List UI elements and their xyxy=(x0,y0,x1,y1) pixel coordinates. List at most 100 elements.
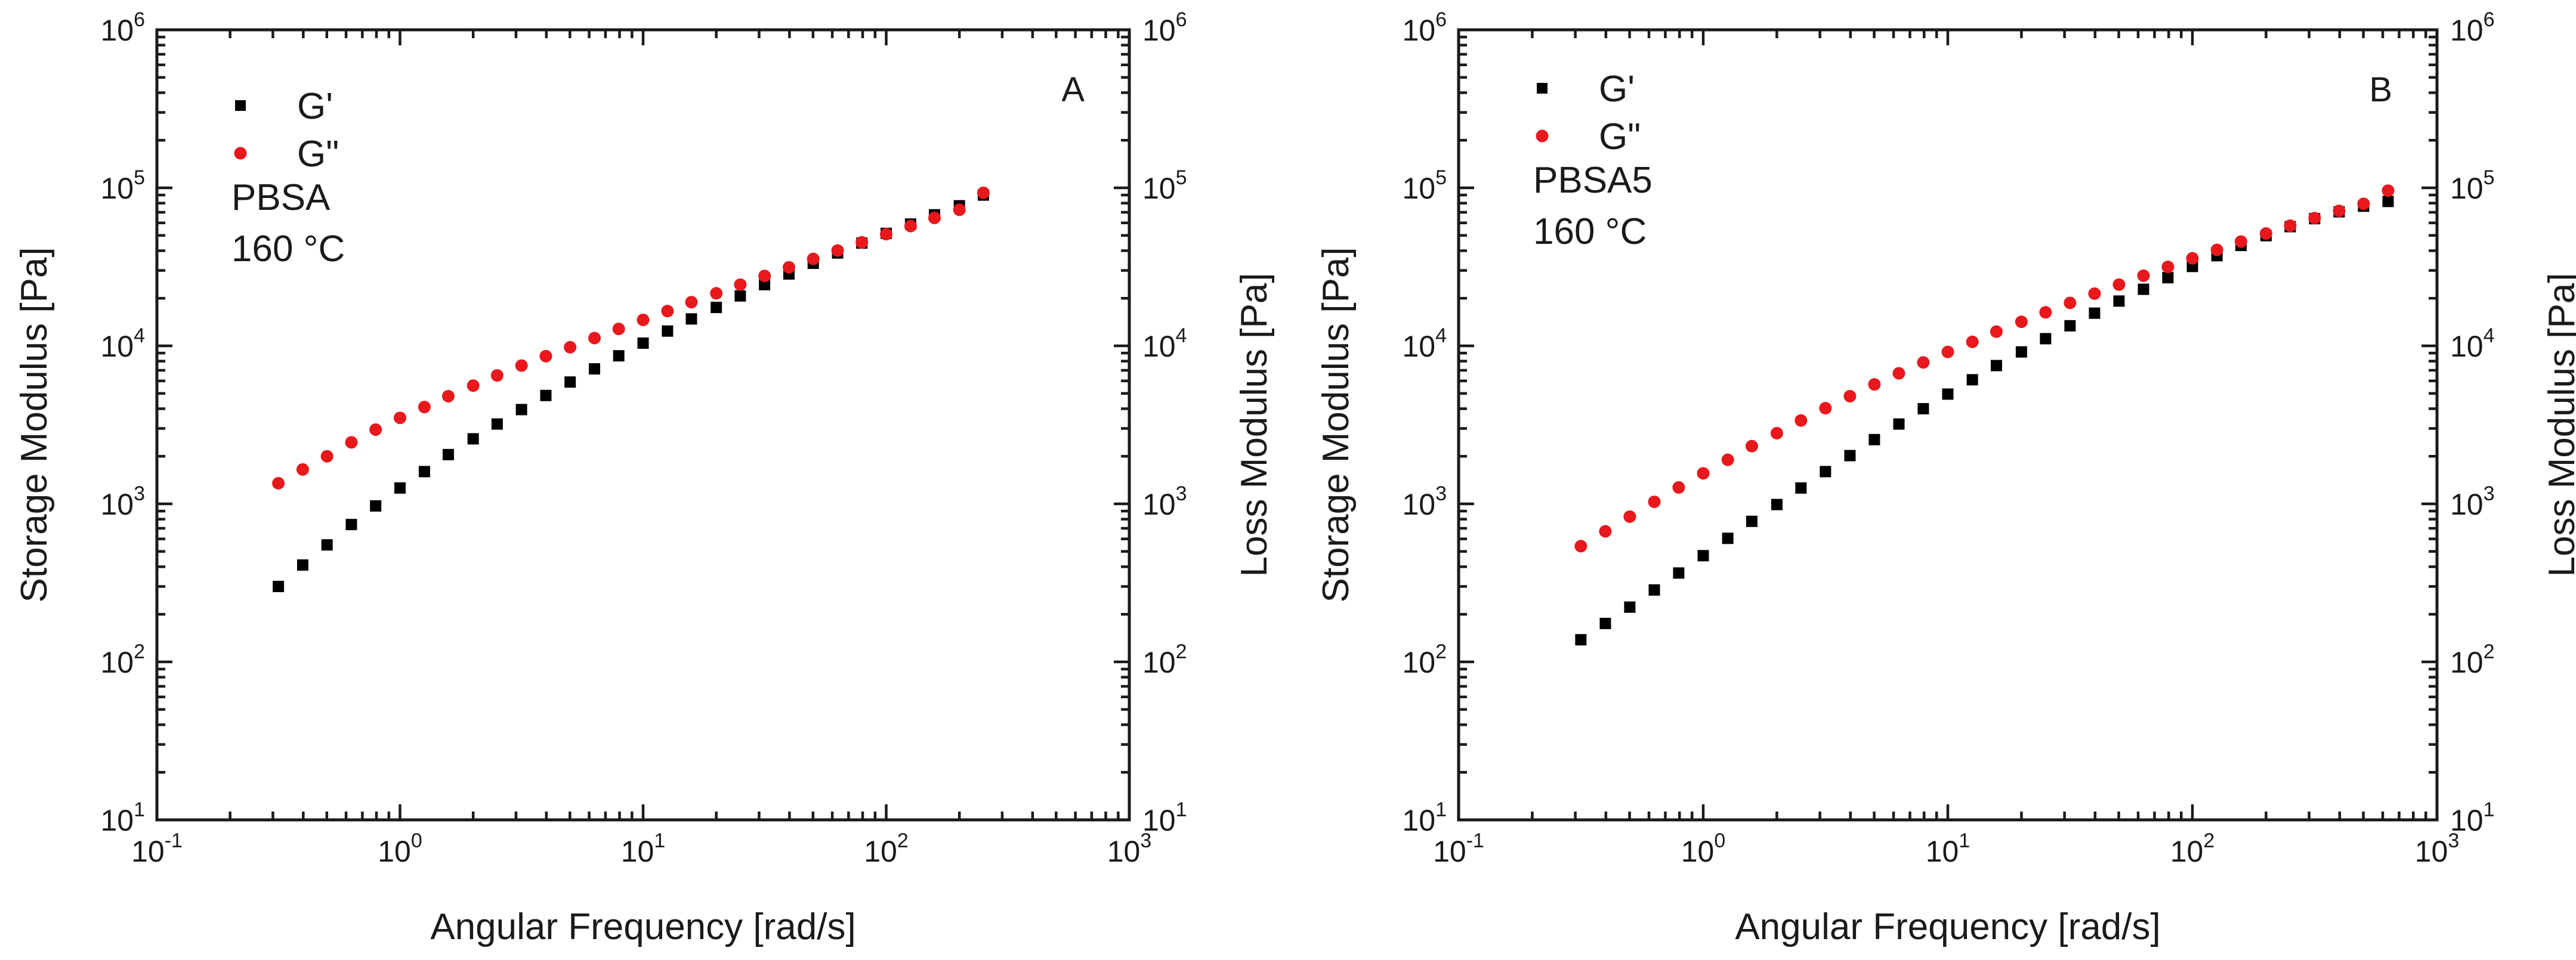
data-point-g-double-prime xyxy=(2137,269,2150,282)
data-point-g-prime xyxy=(1673,567,1685,579)
data-point-g-prime xyxy=(1575,634,1587,646)
data-point-g-double-prime xyxy=(880,228,892,241)
data-point-g-double-prime xyxy=(2039,306,2052,319)
data-point-g-prime xyxy=(2162,272,2174,284)
y-tick-label: 101 xyxy=(100,798,145,837)
data-point-g-double-prime xyxy=(758,270,771,283)
data-point-g-double-prime xyxy=(928,211,941,224)
x-tick-label: 10-1 xyxy=(131,829,183,868)
y-tick-label: 104 xyxy=(1402,324,1447,363)
data-point-g-prime xyxy=(2015,346,2027,358)
data-point-g-double-prime xyxy=(1917,356,1930,369)
data-point-g-double-prime xyxy=(734,278,747,291)
data-point-g-double-prime xyxy=(782,261,795,274)
y2-tick-label: 104 xyxy=(1142,324,1187,363)
x-axis-label: Angular Frequency [rad/s] xyxy=(430,906,855,947)
legend-marker-circle xyxy=(234,147,247,160)
data-point-g-double-prime xyxy=(904,219,917,233)
data-point-g-double-prime xyxy=(1648,496,1661,509)
data-point-g-double-prime xyxy=(807,252,820,265)
data-point-g-double-prime xyxy=(661,305,674,318)
x-tick-label: 100 xyxy=(1681,829,1726,868)
data-point-g-prime xyxy=(1795,482,1807,494)
data-point-g-prime xyxy=(491,418,503,430)
data-point-g-double-prime xyxy=(515,359,528,372)
y2-tick-label: 101 xyxy=(1142,798,1187,837)
data-point-g-double-prime xyxy=(612,323,625,336)
data-point-g-prime xyxy=(2138,283,2149,295)
legend-marker-circle xyxy=(1536,129,1549,143)
data-point-g-double-prime xyxy=(2382,184,2395,197)
data-point-g-double-prime xyxy=(831,244,844,257)
data-point-g-double-prime xyxy=(953,203,966,216)
y-tick-label: 105 xyxy=(100,166,145,205)
data-point-g-prime xyxy=(711,302,722,314)
data-point-g-prime xyxy=(296,559,308,571)
annotation-text: PBSA5 xyxy=(1533,160,1653,201)
data-point-g-double-prime xyxy=(855,236,869,249)
data-point-g-prime xyxy=(759,278,771,290)
data-point-g-prime xyxy=(589,363,601,375)
panel-label: A xyxy=(1061,70,1085,109)
data-point-g-prime xyxy=(2113,295,2125,307)
data-point-g-prime xyxy=(1990,360,2002,371)
data-point-g-double-prime xyxy=(2284,219,2297,232)
panel-label: B xyxy=(2369,70,2392,109)
y2-tick-label: 103 xyxy=(2450,482,2495,521)
data-point-g-double-prime xyxy=(490,369,504,382)
data-point-g-double-prime xyxy=(1843,389,1857,402)
y2-tick-label: 105 xyxy=(1142,166,1187,205)
y-tick-label: 106 xyxy=(100,8,145,47)
y-tick-label: 102 xyxy=(100,640,145,679)
data-point-g-double-prime xyxy=(2357,197,2370,210)
data-point-g-prime xyxy=(637,337,649,349)
x-tick-label: 100 xyxy=(378,829,422,868)
data-point-g-double-prime xyxy=(1721,453,1734,466)
y2-tick-label: 105 xyxy=(2450,166,2495,205)
data-point-g-double-prime xyxy=(320,450,333,463)
legend-label: G' xyxy=(1599,69,1635,110)
data-point-g-double-prime xyxy=(1672,481,1685,494)
data-point-g-double-prime xyxy=(637,313,650,326)
y2-tick-label: 102 xyxy=(2450,640,2495,679)
legend-marker-square xyxy=(235,100,246,111)
data-point-g-double-prime xyxy=(710,287,723,300)
data-point-g-prime xyxy=(1697,550,1709,562)
data-point-g-double-prime xyxy=(2161,261,2175,274)
y2-axis-label: Loss Modulus [Pa] xyxy=(2541,272,2576,577)
y2-tick-label: 102 xyxy=(1142,640,1187,679)
data-point-g-double-prime xyxy=(1892,367,1905,380)
data-point-g-double-prime xyxy=(296,463,309,476)
data-point-g-prime xyxy=(467,433,479,445)
x-tick-label: 101 xyxy=(1926,829,1970,868)
data-point-g-double-prime xyxy=(1599,525,1612,538)
data-point-g-double-prime xyxy=(2064,296,2077,309)
y-tick-label: 105 xyxy=(1402,166,1447,205)
data-point-g-double-prime xyxy=(1574,540,1587,553)
x-tick-label: 10-1 xyxy=(1433,829,1484,868)
data-point-g-double-prime xyxy=(2333,205,2346,218)
data-point-g-prime xyxy=(345,519,357,531)
y2-tick-label: 106 xyxy=(1142,8,1187,47)
data-point-g-double-prime xyxy=(1966,335,1979,348)
data-point-g-prime xyxy=(564,376,576,388)
data-point-g-prime xyxy=(1771,498,1783,510)
data-point-g-double-prime xyxy=(345,436,358,449)
data-point-g-double-prime xyxy=(2112,278,2126,291)
y2-tick-label: 101 xyxy=(2450,798,2495,837)
legend-label: G' xyxy=(297,86,333,127)
data-point-g-double-prime xyxy=(588,332,601,345)
data-point-g-double-prime xyxy=(1794,414,1808,427)
data-point-g-prime xyxy=(2382,196,2394,208)
data-point-g-prime xyxy=(662,325,674,337)
data-point-g-prime xyxy=(442,448,454,460)
data-point-g-prime xyxy=(515,404,527,416)
data-point-g-double-prime xyxy=(1941,345,1954,358)
x-tick-label: 101 xyxy=(621,829,666,868)
y2-tick-label: 104 xyxy=(2450,324,2495,363)
data-point-g-prime xyxy=(2040,333,2052,345)
data-point-g-prime xyxy=(540,389,552,401)
data-point-g-prime xyxy=(1746,515,1758,527)
data-point-g-prime xyxy=(1648,584,1660,596)
